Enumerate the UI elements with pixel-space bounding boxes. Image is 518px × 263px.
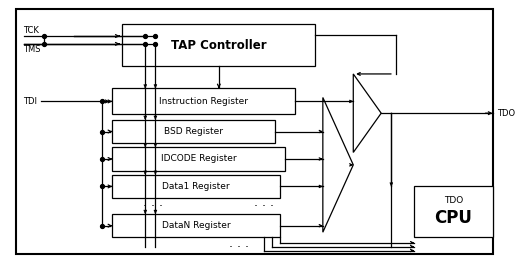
Text: · · ·: · · ·: [143, 200, 163, 213]
Text: IDCODE Register: IDCODE Register: [161, 154, 236, 164]
Bar: [122, 24, 315, 66]
Text: CPU: CPU: [435, 209, 472, 227]
Text: TCK: TCK: [23, 26, 39, 35]
Text: Instruction Register: Instruction Register: [159, 97, 248, 106]
Bar: [112, 214, 280, 237]
Text: DataN Register: DataN Register: [162, 221, 231, 230]
Bar: [112, 147, 285, 171]
Polygon shape: [353, 74, 381, 153]
Bar: [112, 175, 280, 198]
Polygon shape: [323, 98, 353, 232]
Text: TDO: TDO: [497, 109, 515, 118]
Bar: [414, 186, 493, 237]
Text: TAP Controller: TAP Controller: [171, 39, 267, 52]
Bar: [112, 88, 295, 114]
Text: TDI: TDI: [23, 97, 37, 106]
Text: Data1 Register: Data1 Register: [162, 182, 230, 191]
Bar: [112, 120, 275, 143]
Text: BSD Register: BSD Register: [164, 127, 223, 136]
Text: TMS: TMS: [23, 45, 41, 54]
Text: TDO: TDO: [444, 196, 463, 205]
Text: · · ·: · · ·: [229, 241, 249, 254]
Text: · · ·: · · ·: [254, 200, 275, 213]
